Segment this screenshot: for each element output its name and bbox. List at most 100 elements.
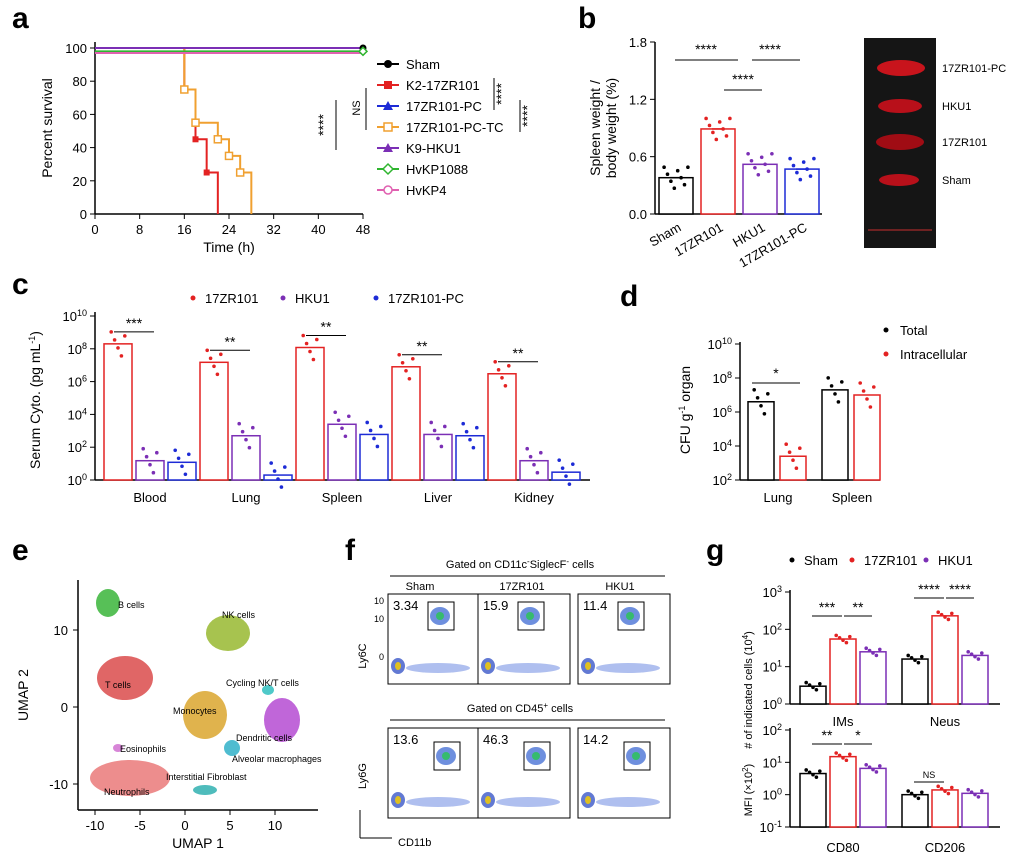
y-axis-label-top: # of indicated cells (104) (741, 631, 756, 749)
legend-marker (383, 185, 393, 195)
cluster-label: Cycling NK/T cells (226, 678, 299, 688)
data-point (714, 137, 719, 142)
y-tick-label: 0.6 (629, 150, 647, 165)
tick-base: 10 (763, 788, 777, 803)
y-tick-label: 10 (54, 623, 68, 638)
y-tick-label: 20 (73, 174, 87, 189)
cell-density (496, 663, 560, 673)
y-axis-label: UMAP 2 (15, 669, 31, 721)
gate-box (517, 601, 545, 631)
data-point (814, 687, 819, 692)
legend-label: 17ZR101 (864, 553, 917, 568)
data-point (920, 790, 924, 795)
data-point (272, 469, 277, 473)
data-point (429, 420, 434, 425)
data-point (812, 156, 816, 161)
data-point (811, 772, 815, 777)
y-tick-label: -10 (49, 777, 68, 792)
data-point (532, 462, 536, 467)
data-point (144, 454, 149, 459)
legend-marker (383, 101, 393, 110)
data-point (116, 346, 120, 350)
data-point (432, 428, 437, 433)
data-point (475, 425, 479, 430)
legend-label: 17ZR101 (205, 291, 258, 306)
data-point (686, 165, 690, 169)
legend: Total Intracellular (883, 323, 968, 362)
cell-density (626, 612, 634, 620)
cell-density (395, 662, 401, 670)
significance-brackets: **** **** **** (675, 41, 800, 91)
gate-text: cells (569, 559, 595, 571)
bar (829, 755, 857, 828)
sig-label: ** (417, 338, 428, 354)
tick-exp: 2 (82, 439, 87, 449)
data-point (818, 769, 822, 773)
data-point (461, 421, 466, 426)
tick-base: 10 (713, 439, 727, 454)
tick-base: 10 (68, 473, 82, 488)
data-point (829, 384, 834, 388)
cell-density (496, 797, 560, 807)
x-tick-labels: Lung Spleen (764, 490, 873, 505)
data-point (872, 385, 876, 389)
tick-base: 10 (760, 820, 774, 835)
bar (455, 434, 485, 481)
cell-density (436, 612, 444, 620)
data-point (936, 610, 940, 615)
x-axis-label: UMAP 1 (172, 835, 224, 851)
legend-label: HvKP1088 (406, 162, 468, 177)
legend-label: 17ZR101-PC-TC (406, 120, 504, 135)
tick-base: 10 (763, 660, 777, 675)
sig-label: **** (732, 71, 754, 87)
cluster-label: Eosinophils (120, 744, 167, 754)
y-axis-label-sup: -1 (27, 336, 37, 344)
cell-density (596, 797, 660, 807)
x-tick-label: 24 (222, 222, 236, 237)
y-label-text: # of indicated cells (10 (743, 639, 755, 748)
legend-marker (384, 60, 392, 68)
panel-b: b Spleen weight / body weight (%) 0.0 0.6… (578, 2, 1006, 271)
tick-base: 10 (713, 371, 727, 386)
y-axis-label: Ly6G (357, 763, 369, 789)
data-point (375, 444, 380, 449)
legend-marker (373, 295, 379, 301)
panel-c-letter: c (12, 268, 29, 301)
y-axis-label-text: CFU g (677, 414, 693, 454)
data-point (759, 403, 763, 408)
gate-box (523, 741, 551, 771)
data-point (826, 376, 830, 380)
legend-label: 17ZR101-PC (388, 291, 464, 306)
data-point (675, 168, 680, 173)
data-point (571, 462, 575, 466)
tick-exp: 6 (727, 404, 732, 414)
axis-tick-labels: 10 10 0 (374, 596, 384, 662)
y-axis-label-sup: -1 (677, 406, 687, 414)
tick-exp: 8 (82, 341, 87, 351)
gate-top-label: Gated on CD11c-SiglecF- cells (446, 557, 595, 572)
tick-exp: 10 (722, 336, 732, 346)
data-point (916, 796, 921, 801)
data-point (844, 640, 849, 645)
bar (658, 176, 694, 215)
data-marker (213, 135, 223, 144)
data-point (567, 482, 572, 486)
legend-label: Total (900, 323, 928, 338)
tick-base: 10 (763, 585, 777, 600)
x-tick-label: 0 (181, 818, 188, 833)
data-point (151, 470, 156, 475)
data-point (669, 179, 673, 183)
data-point (868, 405, 873, 409)
y-axis-label: Serum Cyto. (pg mL-1) (27, 331, 43, 469)
legend: Sham K2-17ZR101 17ZR101-PC 17ZR101-PC-TC K9-… (377, 57, 504, 198)
sig-label: ** (225, 333, 236, 349)
data-point (753, 166, 757, 170)
sig-label: * (855, 727, 861, 743)
x-tick-label: Neus (930, 714, 961, 729)
tick-base: 10 (68, 407, 82, 422)
data-point (183, 472, 188, 477)
data-point (205, 348, 209, 353)
cluster-label: Neutrophils (104, 787, 150, 797)
x-tick-label: CD80 (826, 840, 859, 855)
